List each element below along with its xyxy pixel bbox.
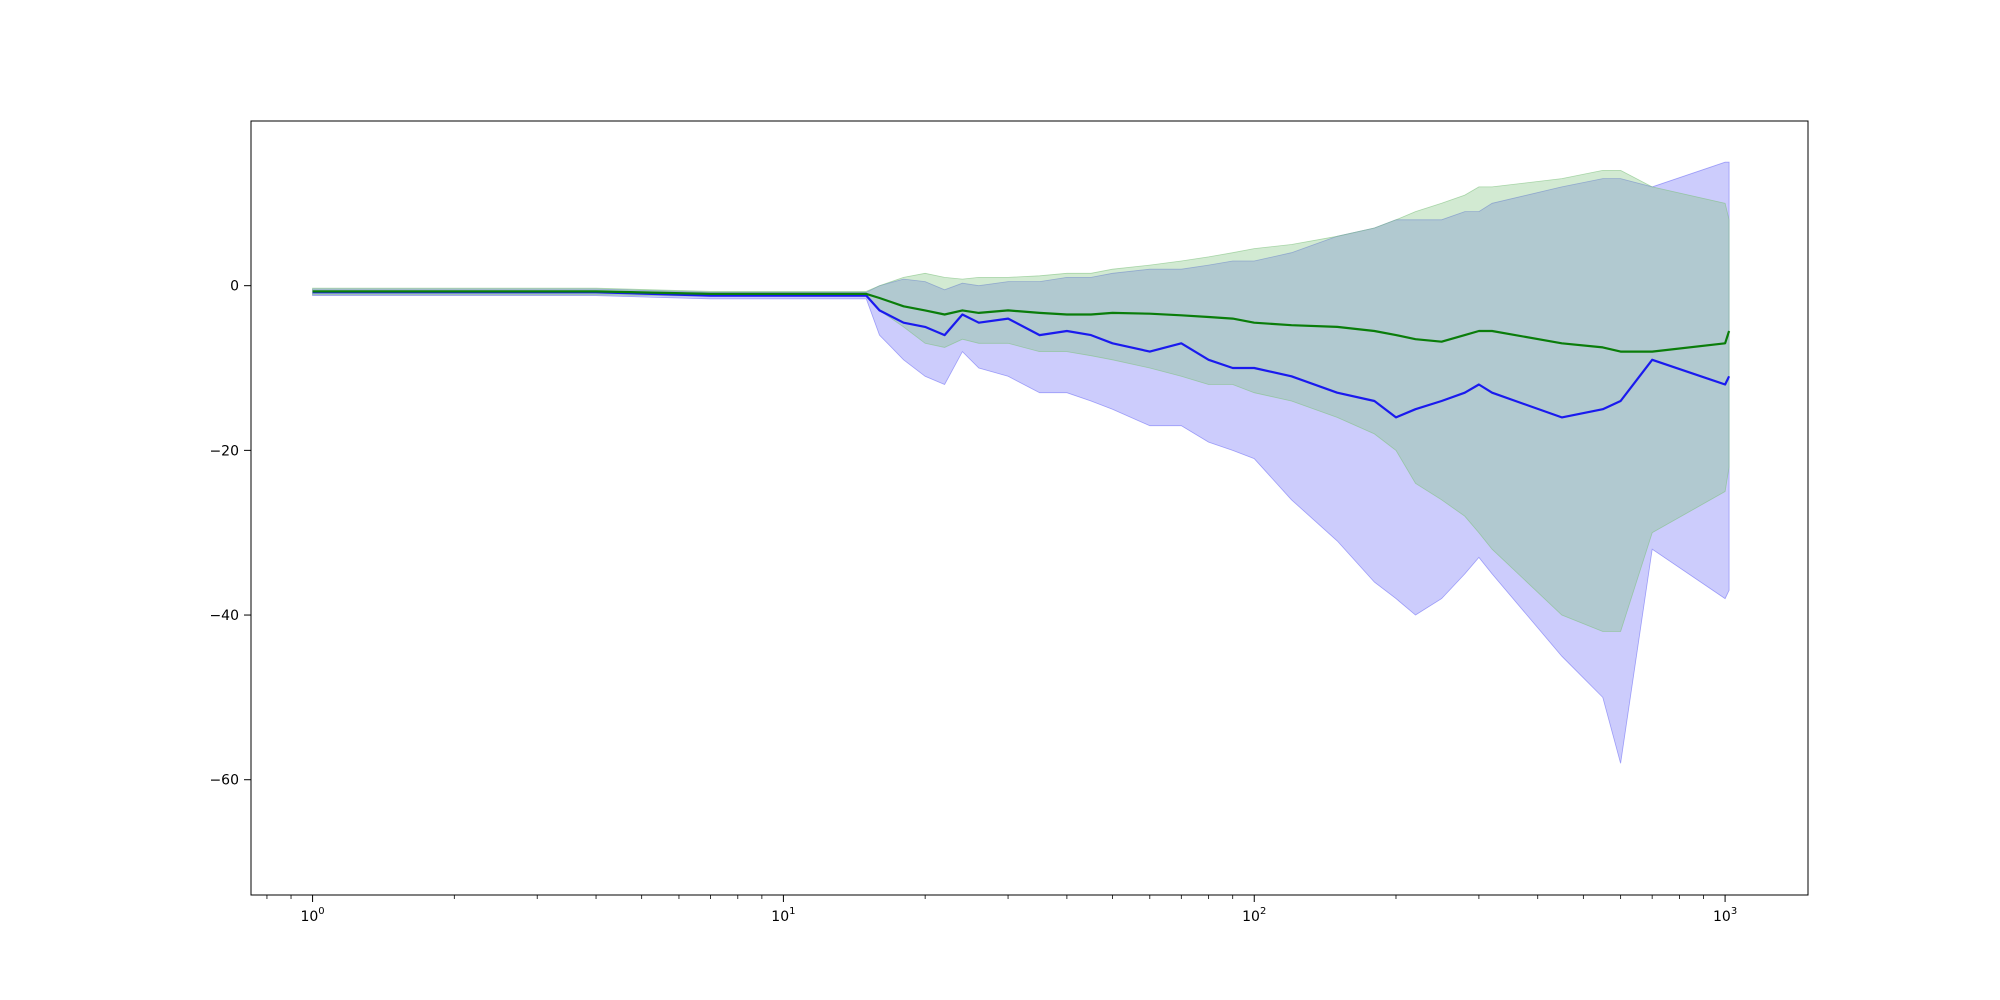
x-tick-label-3: 103 xyxy=(1713,906,1737,925)
x-axis: 100 101 102 103 xyxy=(266,895,1737,925)
plot-frame xyxy=(250,120,1809,896)
x-tick-label-0: 100 xyxy=(300,906,324,925)
y-tick-label-2: −40 xyxy=(209,608,239,624)
y-axis: 0 −20 −40 −60 xyxy=(209,279,251,789)
confidence-bands xyxy=(312,161,1730,764)
y-tick-label-0: 0 xyxy=(230,279,239,295)
series-1-line xyxy=(312,290,1731,353)
x-tick-label-1: 101 xyxy=(771,906,795,925)
x-tick-label-2: 102 xyxy=(1242,906,1266,925)
y-tick-label-3: −60 xyxy=(209,773,239,789)
series-lines xyxy=(312,290,1731,419)
series-0-band xyxy=(312,161,1730,764)
y-tick-label-1: −20 xyxy=(209,443,239,459)
series-0-line xyxy=(312,291,1731,419)
series-1-band xyxy=(312,170,1730,632)
